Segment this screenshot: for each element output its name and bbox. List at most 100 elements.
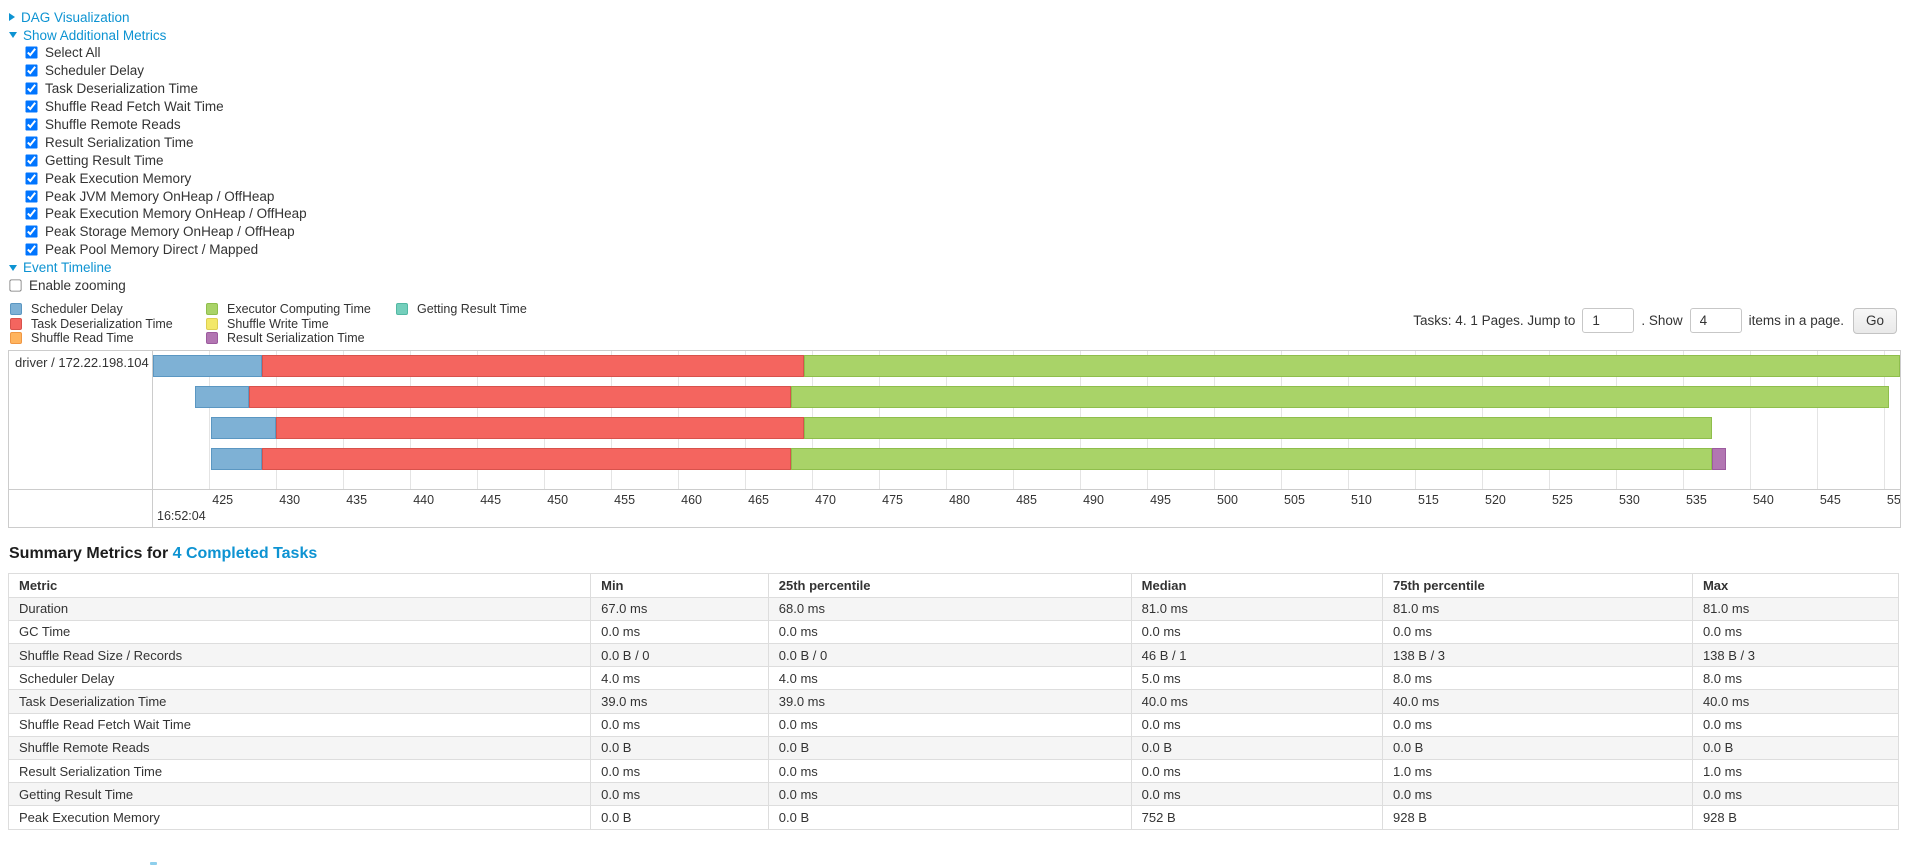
metric-option-item[interactable]: Peak Pool Memory Direct / Mapped <box>25 241 1907 259</box>
enable-zooming-label: Enable zooming <box>29 278 126 294</box>
show-additional-metrics-toggle[interactable]: Show Additional Metrics <box>9 26 1907 44</box>
metric-option-item[interactable]: Shuffle Read Fetch Wait Time <box>25 98 1907 116</box>
metric-checkbox-label[interactable]: Peak Execution Memory <box>45 170 192 186</box>
metric-checkbox-label[interactable]: Shuffle Remote Reads <box>45 117 181 132</box>
metric-checkbox[interactable] <box>25 136 38 149</box>
dag-visualization-label[interactable]: DAG Visualization <box>21 9 130 25</box>
pagination-suffix-text: items in a page. <box>1748 313 1844 329</box>
metric-checkbox[interactable] <box>25 100 38 113</box>
timeline-bar-segment-executor_computing[interactable] <box>804 355 1900 378</box>
timeline-bar-segment-task_deserialization[interactable] <box>249 386 791 409</box>
legend-column: Getting Result Time <box>396 302 527 346</box>
metric-checkbox-label[interactable]: Peak Storage Memory OnHeap / OffHeap <box>45 224 295 240</box>
metric-value-cell: 0.0 ms <box>590 782 769 807</box>
task-timeline-row <box>153 351 1900 382</box>
axis-tick-label: 530 <box>1618 493 1640 508</box>
metric-checkbox-label[interactable]: Task Deserialization Time <box>45 81 199 97</box>
event-timeline-label[interactable]: Event Timeline <box>23 260 112 276</box>
metric-checkbox[interactable] <box>25 82 38 95</box>
axis-tick-label: 500 <box>1217 493 1238 508</box>
metric-value-cell: 928 B <box>1382 805 1693 830</box>
gridline <box>1749 351 1751 490</box>
axis-tick-label: 505 <box>1284 493 1305 508</box>
legend-swatch-icon <box>10 317 22 330</box>
timeline-bar-segment-result_serialization[interactable] <box>1712 448 1726 471</box>
table-row: Result Serialization Time 0.0 ms 0.0 ms 0.0… <box>7 758 1900 784</box>
pagination-show-label: . Show <box>1641 313 1683 329</box>
metric-name-cell: Shuffle Remote Reads <box>7 735 592 760</box>
metric-name-cell: Duration <box>7 596 592 621</box>
metric-checkbox-label[interactable]: Peak JVM Memory OnHeap / OffHeap <box>45 188 275 204</box>
metric-option-item[interactable]: Peak Execution Memory OnHeap / OffHeap <box>25 205 1907 223</box>
completed-tasks-link[interactable]: 4 Completed Tasks <box>172 545 318 563</box>
metric-checkbox-label[interactable]: Getting Result Time <box>45 152 164 168</box>
event-timeline-toggle[interactable]: Event Timeline <box>9 259 1907 277</box>
metric-option-item[interactable]: Peak Execution Memory <box>25 169 1907 187</box>
metric-option-item[interactable]: Result Serialization Time <box>25 133 1907 151</box>
timeline-bar-segment-scheduler_delay[interactable] <box>194 386 250 409</box>
timeline-bar-segment-scheduler_delay[interactable] <box>153 355 262 378</box>
column-header: 75th percentile <box>1382 573 1693 598</box>
metric-checkbox[interactable] <box>25 189 38 203</box>
summary-metrics-title: Summary Metrics for 4 Completed Tasks <box>9 545 1907 563</box>
metric-checkbox-label[interactable]: Select All <box>45 45 101 61</box>
timeline-bar-segment-task_deserialization[interactable] <box>261 355 805 378</box>
metric-checkbox[interactable] <box>25 171 38 185</box>
metric-option-item[interactable]: Scheduler Delay <box>25 62 1907 80</box>
legend-swatch-icon <box>206 302 218 315</box>
metric-option-item[interactable]: Peak Storage Memory OnHeap / OffHeap <box>25 223 1907 241</box>
dag-visualization-toggle[interactable]: DAG Visualization <box>9 8 1907 26</box>
metric-option-item[interactable]: Shuffle Remote Reads <box>25 116 1907 134</box>
axis-tick-label: 445 <box>480 493 502 508</box>
timeline-bar-segment-task_deserialization[interactable] <box>276 417 805 440</box>
metric-checkbox[interactable] <box>25 64 38 78</box>
metric-value-cell: 0.0 ms <box>1130 782 1384 807</box>
axis-tick-label: 510 <box>1351 493 1372 508</box>
enable-zooming-option[interactable]: Enable zooming <box>9 277 1907 295</box>
metric-value-cell: 81.0 ms <box>1130 596 1384 621</box>
metric-checkbox[interactable] <box>25 243 38 256</box>
metric-value-cell: 5.0 ms <box>1130 666 1384 691</box>
metric-checkbox-label[interactable]: Peak Pool Memory Direct / Mapped <box>45 242 259 258</box>
gridline <box>209 351 211 490</box>
metric-checkbox[interactable] <box>25 46 38 60</box>
metric-checkbox[interactable] <box>25 118 38 131</box>
metric-checkbox-label[interactable]: Scheduler Delay <box>45 63 145 79</box>
task-timeline-row <box>153 382 1900 413</box>
metric-value-cell: 0.0 B / 0 <box>767 643 1132 668</box>
metric-value-cell: 0.0 B <box>1691 735 1900 760</box>
go-button[interactable]: Go <box>1852 307 1897 334</box>
legend-column: Executor Computing Time Shuffle Write Tim… <box>206 302 382 346</box>
table-row: Scheduler Delay 4.0 ms 4.0 ms 5.0 ms 8.0 ms 8… <box>7 666 1900 691</box>
timeline-bar-segment-executor_computing[interactable] <box>804 417 1713 440</box>
table-row: Getting Result Time 0.0 ms 0.0 ms 0.0 ms 0.0… <box>7 782 1900 807</box>
metric-checkbox[interactable] <box>25 207 38 221</box>
items-per-page-input[interactable] <box>1689 308 1742 334</box>
legend-item: Result Serialization Time <box>206 331 382 346</box>
metric-name-cell: Shuffle Read Size / Records <box>7 643 592 668</box>
metric-checkbox-label[interactable]: Peak Execution Memory OnHeap / OffHeap <box>45 206 307 222</box>
metric-value-cell: 752 B <box>1130 805 1384 830</box>
timeline-bar-segment-executor_computing[interactable] <box>790 386 1890 409</box>
timeline-bar-segment-task_deserialization[interactable] <box>261 448 791 471</box>
jump-to-page-input[interactable] <box>1582 308 1635 334</box>
timeline-bar-segment-scheduler_delay[interactable] <box>210 417 277 440</box>
enable-zooming-checkbox[interactable] <box>9 279 22 292</box>
axis-tick-label: 440 <box>413 493 435 508</box>
timeline-bar-segment-executor_computing[interactable] <box>790 448 1713 471</box>
metric-value-cell: 0.0 ms <box>1691 782 1900 807</box>
timeline-bar-segment-scheduler_delay[interactable] <box>210 448 262 471</box>
metric-option-item[interactable]: Getting Result Time <box>25 151 1907 169</box>
metric-option-item[interactable]: Peak JVM Memory OnHeap / OffHeap <box>25 187 1907 205</box>
metric-checkbox[interactable] <box>25 154 38 167</box>
metric-option-item[interactable]: Task Deserialization Time <box>25 80 1907 98</box>
axis-tick-label: 460 <box>681 493 703 508</box>
metric-name-cell: GC Time <box>7 619 592 645</box>
table-header-row: Metric Min 25th percentile Median 75th perce… <box>7 573 1900 598</box>
metric-value-cell: 40.0 ms <box>1382 689 1693 714</box>
metric-option-item[interactable]: Select All <box>25 44 1907 62</box>
metric-checkbox-label[interactable]: Shuffle Read Fetch Wait Time <box>45 99 224 115</box>
metric-checkbox[interactable] <box>25 225 38 239</box>
metric-checkbox-label[interactable]: Result Serialization Time <box>45 134 194 150</box>
show-additional-metrics-label[interactable]: Show Additional Metrics <box>23 27 167 43</box>
